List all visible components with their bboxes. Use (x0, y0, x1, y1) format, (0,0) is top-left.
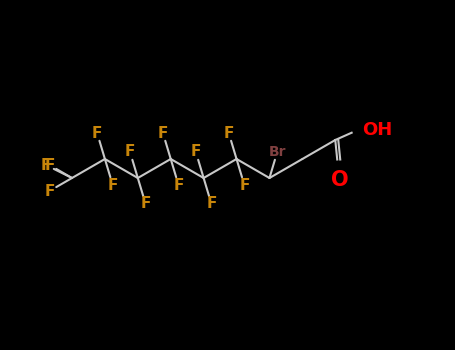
Text: F: F (125, 145, 135, 160)
Text: F: F (92, 126, 102, 140)
Text: F: F (239, 177, 249, 192)
Text: F: F (141, 196, 151, 211)
Text: F: F (107, 177, 118, 192)
Text: F: F (41, 158, 51, 173)
Text: F: F (191, 145, 201, 160)
Text: F: F (44, 183, 55, 198)
Text: O: O (331, 170, 349, 190)
Text: F: F (44, 158, 55, 173)
Text: F: F (206, 196, 217, 211)
Text: F: F (223, 126, 234, 140)
Text: F: F (173, 177, 184, 192)
Text: F: F (158, 126, 168, 140)
Text: OH: OH (362, 121, 392, 139)
Text: Br: Br (268, 145, 286, 159)
